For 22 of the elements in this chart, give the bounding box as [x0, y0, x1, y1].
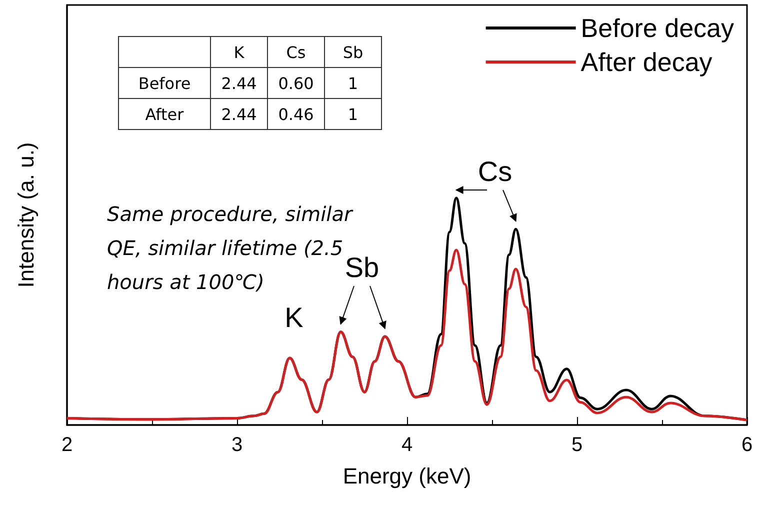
text: 1 — [324, 98, 382, 130]
legend-label: Before decay — [580, 13, 734, 43]
x-tick-label: 6 — [741, 434, 753, 456]
text: Sb — [324, 36, 382, 68]
annotation: K — [284, 302, 304, 334]
text: Before — [118, 68, 210, 98]
x-tick-label: 5 — [571, 434, 583, 456]
text: 2.44 — [210, 98, 268, 130]
text: After — [118, 98, 210, 130]
text: Cs — [268, 36, 324, 68]
text: 2.44 — [210, 68, 268, 98]
x-tick-label: 3 — [231, 434, 243, 456]
legend-label: After decay — [580, 47, 712, 77]
x-tick-label: 2 — [61, 434, 73, 456]
text: 0.60 — [268, 68, 324, 98]
y-axis-title: Intensity (a. u.) — [14, 142, 38, 288]
x-axis-title: Energy (keV) — [342, 464, 472, 488]
text: 1 — [324, 68, 382, 98]
text: Cs — [478, 156, 512, 188]
x-tick-label: 4 — [401, 434, 413, 456]
text: 0.46 — [268, 98, 324, 130]
text: K — [210, 36, 268, 68]
